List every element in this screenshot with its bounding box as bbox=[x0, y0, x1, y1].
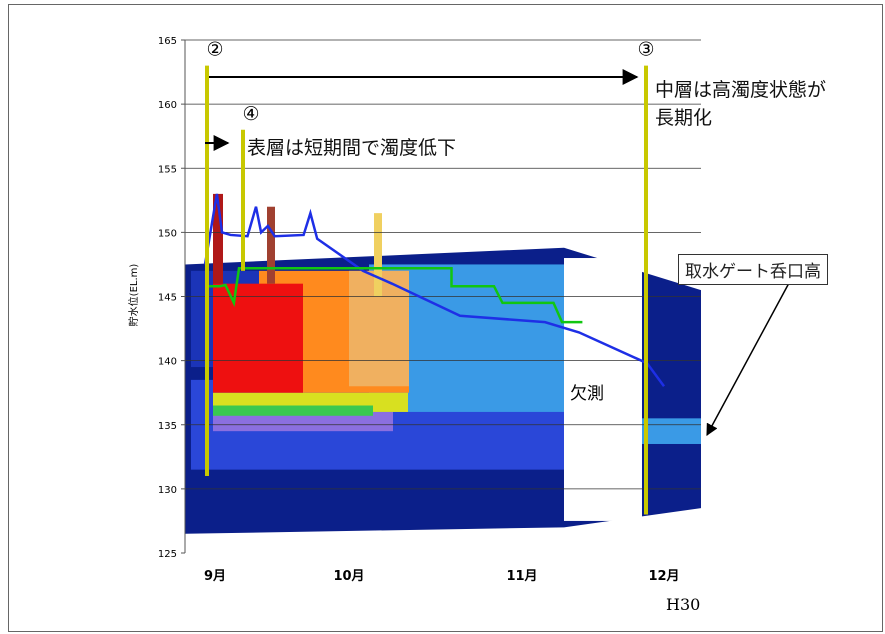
y-tick-label: 160 bbox=[158, 100, 177, 111]
y-tick-label: 145 bbox=[158, 293, 177, 304]
annotation-long-term-2: 長期化 bbox=[655, 107, 713, 129]
heat-spike-2 bbox=[267, 206, 275, 284]
heat-red-spike bbox=[213, 193, 223, 284]
heat-spike-3 bbox=[374, 213, 382, 297]
figure-frame: 125 130 135 140 145 150 155 160 165 9月 10月 11月 12月 貯… bbox=[8, 4, 883, 632]
y-tick-label: 165 bbox=[158, 36, 177, 47]
series-lines bbox=[203, 193, 666, 388]
x-tick-label: 9月 bbox=[204, 569, 226, 584]
turbidity-heatmap bbox=[185, 193, 701, 534]
heat-lightblue-right bbox=[642, 418, 701, 444]
reservoir-turbidity-chart: 125 130 135 140 145 150 155 160 165 9月 10月 11月 12月 貯… bbox=[127, 36, 790, 614]
series-line bbox=[205, 267, 583, 324]
annotation-long-term: 中層は高濁度状態が bbox=[655, 79, 827, 101]
callout-arrow bbox=[706, 282, 790, 437]
x-tick-label: 11月 bbox=[506, 569, 537, 584]
heat-green bbox=[213, 405, 373, 416]
x-tick-label: 10月 bbox=[333, 569, 364, 584]
x-tick-label: 12月 bbox=[648, 569, 679, 584]
y-tick-label: 155 bbox=[158, 164, 177, 175]
heat-red bbox=[213, 283, 303, 393]
missing-data-label: 欠測 bbox=[570, 384, 604, 404]
y-tick-label: 140 bbox=[158, 357, 177, 368]
axes: 125 130 135 140 145 150 155 160 165 9月 10月 11月 12月 bbox=[158, 36, 680, 584]
series-line bbox=[203, 193, 666, 388]
y-tick-label: 150 bbox=[158, 228, 177, 239]
time-markers: ② ④ ③ bbox=[205, 39, 655, 515]
intake-gate-callout: 取水ゲート呑口高 bbox=[678, 254, 828, 285]
gridlines bbox=[185, 39, 701, 490]
marker-label: ② bbox=[206, 39, 223, 61]
y-tick-label: 130 bbox=[158, 485, 177, 496]
heat-purple bbox=[213, 411, 393, 432]
y-tick-label: 135 bbox=[158, 421, 177, 432]
annotation-short-term: 表層は短期間で濁度低下 bbox=[247, 137, 457, 159]
y-tick-label: 125 bbox=[158, 549, 177, 560]
heat-missing-gap bbox=[564, 258, 642, 521]
y-axis-label: 貯水位(EL.m) bbox=[127, 264, 140, 327]
year-label: H30 bbox=[666, 595, 700, 614]
marker-label: ③ bbox=[637, 39, 654, 61]
marker-label: ④ bbox=[242, 103, 259, 125]
